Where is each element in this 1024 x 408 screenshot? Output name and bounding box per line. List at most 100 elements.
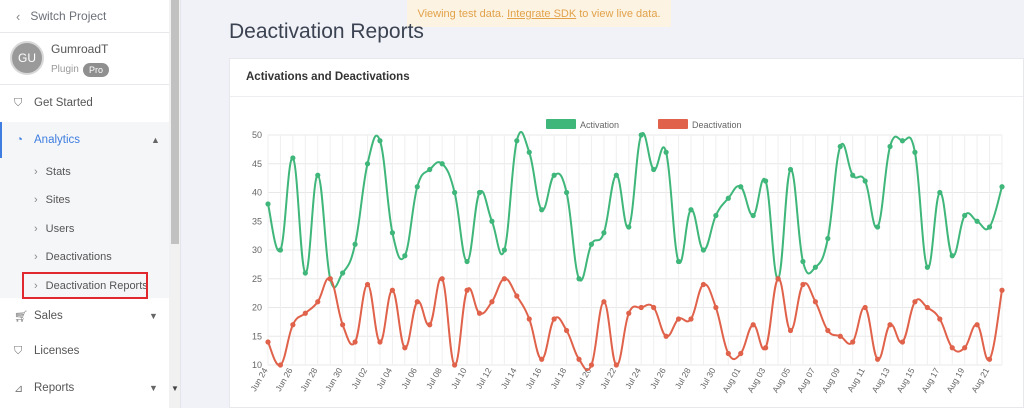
sidebar-item-licenses[interactable]: ⛉ Licenses xyxy=(0,333,169,369)
integrate-sdk-link[interactable]: Integrate SDK xyxy=(507,7,577,20)
sidebar-item-analytics[interactable]: ◔ Analytics ▲ xyxy=(0,122,169,158)
data-point-deactivation xyxy=(402,345,408,351)
data-point-activation xyxy=(651,166,657,173)
sidebar-item-reports[interactable]: ⊿ Reports ▼ xyxy=(0,370,169,406)
data-point-deactivation xyxy=(949,345,955,351)
x-tick-label: Aug 17 xyxy=(919,366,941,395)
data-point-activation xyxy=(588,241,595,247)
sidebar-subitem-sites[interactable]: › Sites xyxy=(0,185,169,214)
y-tick-label: 35 xyxy=(252,216,262,226)
sidebar-subitem-users[interactable]: › Users xyxy=(0,214,169,243)
x-tick-label: Jul 30 xyxy=(698,366,718,391)
data-point-activation xyxy=(576,276,582,282)
data-point-activation xyxy=(315,172,321,178)
notice-suffix: to view live data. xyxy=(579,7,661,20)
data-point-deactivation xyxy=(937,316,943,322)
x-tick-label: Jul 10 xyxy=(449,366,469,391)
data-point-deactivation xyxy=(775,276,781,282)
y-tick-label: 40 xyxy=(252,188,262,198)
data-point-deactivation xyxy=(700,281,707,288)
data-point-deactivation xyxy=(588,362,595,368)
data-point-deactivation xyxy=(489,299,495,305)
x-tick-label: Jul 12 xyxy=(474,366,494,391)
data-point-deactivation xyxy=(576,356,582,362)
chart-lines xyxy=(265,131,1005,372)
x-tick-label: Aug 13 xyxy=(870,366,892,395)
x-tick-label: Jul 22 xyxy=(598,366,618,391)
chevron-left-icon: ‹ xyxy=(16,8,21,24)
shield-check-icon: ⛉ xyxy=(14,96,23,109)
sidebar-item-get-started[interactable]: ⛉ Get Started xyxy=(0,85,169,121)
scrollbar-thumb[interactable] xyxy=(171,0,179,244)
data-point-deactivation xyxy=(675,316,682,322)
data-point-deactivation xyxy=(738,350,744,357)
active-item-highlight xyxy=(22,272,148,299)
data-point-deactivation xyxy=(899,339,906,345)
data-point-activation xyxy=(912,149,918,155)
data-point-deactivation xyxy=(725,350,731,357)
chart-icon: ⊿ xyxy=(14,382,24,395)
sidebar-subitem-stats[interactable]: › Stats xyxy=(0,157,169,186)
data-point-deactivation xyxy=(452,362,458,368)
sidebar-subitem-label: Stats xyxy=(45,165,71,178)
sidebar-item-label: Analytics xyxy=(34,134,81,146)
card-header: Activations and Deactivations xyxy=(230,59,1023,97)
sidebar-subitem-deactivations[interactable]: › Deactivations xyxy=(0,242,169,271)
data-point-deactivation xyxy=(290,322,296,328)
data-point-activation xyxy=(476,189,483,196)
data-point-activation xyxy=(551,172,557,178)
data-point-activation xyxy=(837,143,843,150)
data-point-activation xyxy=(887,143,893,150)
x-tick-label: Jun 26 xyxy=(273,366,295,393)
x-tick-label: Aug 03 xyxy=(745,366,767,395)
x-tick-label: Aug 21 xyxy=(969,366,991,395)
data-point-deactivation xyxy=(986,356,993,362)
scroll-down-arrow-icon[interactable]: ▼ xyxy=(171,384,179,393)
project-card[interactable]: GU GumroadT Plugin Pro xyxy=(0,33,169,85)
chevron-up-icon: ▲ xyxy=(151,135,160,145)
data-point-deactivation xyxy=(713,304,719,311)
data-point-deactivation xyxy=(613,362,619,368)
x-tick-label: Aug 19 xyxy=(944,366,966,395)
data-point-deactivation xyxy=(377,339,383,345)
y-tick-label: 50 xyxy=(252,130,262,140)
project-name: GumroadT xyxy=(51,42,109,56)
sidebar-scrollbar[interactable]: ▼ xyxy=(169,0,180,408)
switch-project-button[interactable]: ‹ Switch Project xyxy=(0,0,169,33)
data-point-deactivation xyxy=(688,316,694,322)
data-point-deactivation xyxy=(315,299,321,305)
data-point-deactivation xyxy=(837,333,843,339)
data-point-deactivation xyxy=(800,281,806,288)
x-tick-label: Aug 11 xyxy=(845,366,867,394)
data-point-activation xyxy=(302,270,308,276)
data-point-deactivation xyxy=(912,299,918,305)
data-point-deactivation xyxy=(340,322,346,328)
page-title: Deactivation Reports xyxy=(229,20,424,43)
data-point-activation xyxy=(937,189,943,196)
data-point-deactivation xyxy=(551,316,557,322)
data-point-activation xyxy=(924,264,930,270)
data-point-activation xyxy=(663,149,669,155)
plan-badge: Pro xyxy=(83,63,110,77)
data-point-activation xyxy=(812,264,818,270)
data-point-activation xyxy=(601,230,607,236)
chevron-down-icon: ▼ xyxy=(149,311,158,321)
y-axis: 10 15 20 25 30 35 40 45 50 xyxy=(252,130,262,370)
sidebar-subitem-label: Sites xyxy=(45,193,71,206)
data-point-deactivation xyxy=(999,287,1005,293)
x-tick-label: Jul 14 xyxy=(499,366,519,391)
data-point-activation xyxy=(526,149,532,155)
x-tick-label: Jul 28 xyxy=(673,366,693,391)
x-tick-label: Jun 28 xyxy=(298,366,320,393)
data-point-deactivation xyxy=(626,310,632,316)
sidebar-subitem-deactivation-reports[interactable]: › Deactivation Reports xyxy=(0,271,169,300)
data-point-activation xyxy=(364,161,371,167)
data-point-activation xyxy=(862,178,868,184)
data-point-deactivation xyxy=(501,276,507,282)
data-point-activation xyxy=(377,138,383,144)
chevron-right-icon: › xyxy=(34,222,38,235)
x-tick-label: Jul 26 xyxy=(648,366,668,391)
data-point-deactivation xyxy=(862,304,868,311)
sidebar-item-sales[interactable]: 🛒︎ Sales ▼ xyxy=(0,298,169,334)
data-point-activation xyxy=(489,218,495,224)
